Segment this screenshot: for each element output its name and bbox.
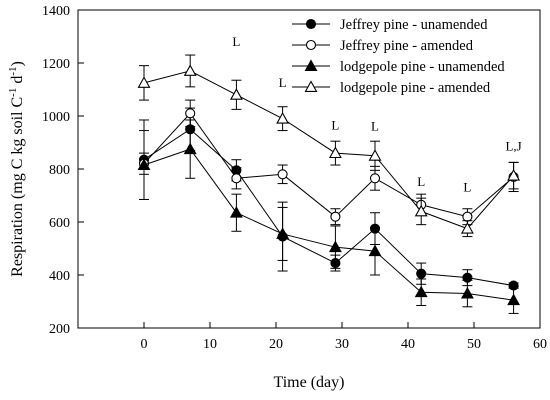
significance-label: L bbox=[463, 180, 471, 195]
significance-label: L bbox=[417, 174, 425, 189]
data-point bbox=[328, 240, 342, 253]
legend-marker bbox=[305, 39, 317, 51]
x-tick-label: 20 bbox=[269, 337, 283, 352]
data-point bbox=[368, 149, 382, 161]
legend-marker bbox=[304, 80, 318, 92]
data-point bbox=[460, 286, 474, 299]
data-point bbox=[507, 293, 521, 306]
y-tick-label: 600 bbox=[49, 216, 70, 231]
y-tick-label: 400 bbox=[49, 269, 70, 284]
data-point bbox=[276, 112, 290, 124]
data-point bbox=[229, 206, 243, 218]
data-point bbox=[460, 221, 474, 234]
data-point bbox=[507, 168, 521, 181]
data-point bbox=[276, 227, 290, 239]
series-2 bbox=[137, 119, 521, 314]
series-layer bbox=[137, 54, 521, 314]
data-point bbox=[462, 211, 473, 222]
data-point bbox=[231, 173, 242, 184]
data-point bbox=[416, 268, 427, 279]
data-point bbox=[414, 285, 428, 298]
significance-label: L,J bbox=[505, 138, 521, 153]
data-point bbox=[183, 64, 197, 76]
series-line bbox=[143, 128, 514, 287]
legend-marker bbox=[305, 18, 317, 30]
series-1 bbox=[138, 99, 519, 226]
significance-label: L bbox=[371, 119, 379, 134]
data-point bbox=[183, 142, 197, 155]
significance-label: L bbox=[331, 117, 339, 132]
x-axis-label: Time (day) bbox=[274, 374, 345, 391]
significance-label: L bbox=[279, 75, 287, 90]
x-tick-label: 0 bbox=[141, 337, 148, 352]
data-point bbox=[277, 169, 288, 180]
data-point bbox=[137, 158, 151, 170]
data-point bbox=[229, 88, 243, 100]
y-tick-label: 1000 bbox=[42, 110, 70, 125]
y-tick-label: 800 bbox=[49, 163, 70, 178]
legend-label: Jeffrey pine - unamended bbox=[340, 17, 488, 33]
data-point bbox=[330, 211, 341, 222]
legend-label: lodgepole pine - unamended bbox=[340, 59, 505, 75]
x-tick-label: 40 bbox=[401, 337, 415, 352]
data-point bbox=[328, 146, 342, 159]
x-tick-label: 30 bbox=[335, 337, 349, 352]
data-point bbox=[137, 76, 151, 88]
series-line bbox=[143, 112, 514, 218]
data-point bbox=[368, 244, 382, 257]
y-axis-label: Respiration (mg C kg soil C-1 d-1) bbox=[7, 61, 26, 277]
legend-label: lodgepole pine - amended bbox=[340, 80, 491, 96]
data-point bbox=[185, 108, 196, 119]
data-point bbox=[369, 173, 381, 184]
series-3 bbox=[137, 54, 521, 238]
significance-label: L bbox=[232, 34, 240, 49]
legend-marker bbox=[304, 59, 318, 71]
data-point bbox=[414, 204, 428, 217]
y-tick-label: 200 bbox=[49, 322, 70, 337]
x-axis: 0 10 20 30 40 50 60 bbox=[141, 322, 547, 352]
y-tick-label: 1400 bbox=[42, 4, 70, 19]
x-tick-label: 10 bbox=[203, 337, 217, 352]
series-0 bbox=[138, 107, 519, 291]
x-tick-label: 60 bbox=[533, 337, 547, 352]
y-tick-label: 1200 bbox=[42, 57, 70, 72]
legend-label: Jeffrey pine - amended bbox=[340, 38, 474, 54]
legend: Jeffrey pine - unamended Jeffrey pine - a… bbox=[292, 17, 505, 96]
annotations-layer: L L L L L L L,J bbox=[232, 34, 521, 195]
y-axis: 200 400 600 800 1000 1200 1400 bbox=[42, 4, 84, 337]
x-tick-label: 50 bbox=[467, 337, 481, 352]
